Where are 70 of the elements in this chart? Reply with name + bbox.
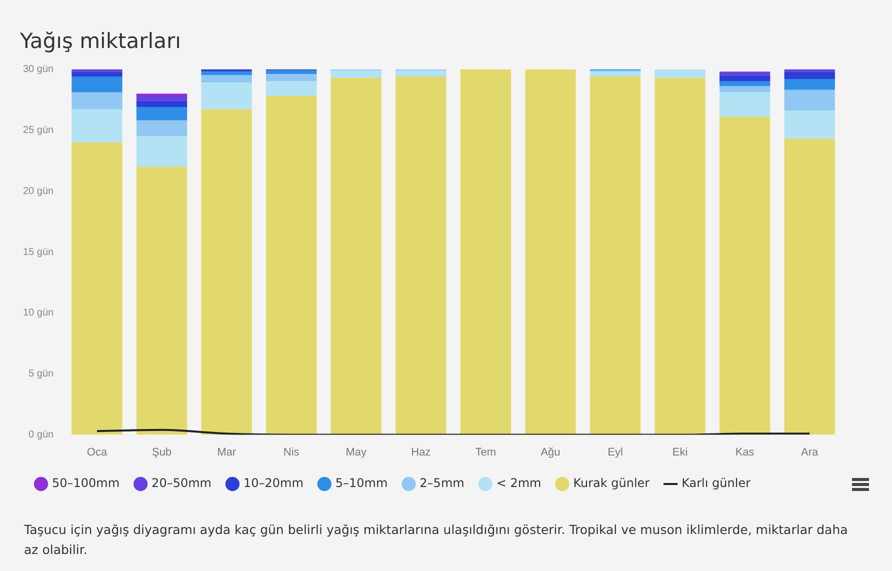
y-tick-label: 25 gün: [22, 124, 54, 136]
bar: [784, 90, 835, 111]
bar: [72, 109, 122, 142]
bar: [719, 86, 770, 92]
bar: [266, 70, 317, 74]
legend-label: 50–100mm: [52, 476, 120, 490]
bar: [266, 74, 317, 82]
bar: [719, 75, 770, 82]
bar: [396, 70, 446, 77]
y-tick-label: 30 gün: [22, 64, 54, 75]
bar: [72, 92, 122, 110]
bar: [654, 78, 706, 435]
bar: [719, 92, 770, 117]
legend-label: Kurak günler: [573, 476, 650, 490]
bar: [136, 94, 188, 96]
bar: [72, 142, 122, 435]
legend-label: < 2mm: [496, 476, 542, 490]
x-tick-label: Ağu: [540, 446, 560, 458]
chart-title: Yağış miktarları: [19, 29, 181, 54]
bar: [719, 72, 770, 76]
bar: [719, 81, 770, 86]
x-tick-label: Nis: [283, 446, 300, 458]
x-tick-label: Mar: [217, 446, 236, 458]
bar: [590, 76, 641, 435]
x-tick-label: Kas: [735, 446, 755, 458]
legend-label: 5–10mm: [335, 476, 388, 490]
y-tick-label: 0 gün: [28, 430, 54, 441]
x-tick-label: Ara: [801, 446, 820, 458]
y-tick-label: 5 gün: [28, 368, 54, 380]
y-tick-label: 10 gün: [22, 308, 54, 319]
x-tick-label: Eyl: [608, 446, 623, 458]
bar: [784, 78, 835, 90]
bar: [330, 70, 382, 78]
bar: [719, 116, 770, 435]
x-tick-label: Eki: [672, 446, 688, 458]
legend-label: 20–50mm: [152, 476, 212, 490]
bar: [460, 69, 512, 435]
bar: [72, 72, 122, 77]
bar: [784, 110, 835, 139]
bar: [136, 100, 188, 107]
bar: [201, 109, 252, 435]
bar: [136, 166, 188, 435]
bar: [784, 138, 835, 435]
bar: [266, 96, 317, 435]
bar: [396, 76, 446, 435]
bar: [136, 96, 188, 101]
x-tick-label: Haz: [411, 446, 431, 458]
legend-label: 10–20mm: [243, 476, 304, 490]
legend-label: Karlı günler: [682, 476, 751, 490]
bar: [784, 72, 835, 79]
bar: [590, 72, 641, 77]
bar: [525, 69, 576, 435]
x-tick-label: May: [346, 446, 368, 458]
x-tick-label: Tem: [475, 446, 496, 458]
bar: [136, 120, 188, 136]
bar: [266, 81, 317, 96]
x-tick-label: Oca: [86, 446, 108, 458]
x-tick-label: Şub: [152, 446, 172, 458]
bar: [72, 76, 122, 92]
bar: [654, 69, 706, 78]
bar: [330, 78, 382, 435]
y-tick-label: 15 gün: [22, 246, 54, 258]
bar: [201, 75, 252, 83]
bar: [136, 106, 188, 120]
bar: [136, 136, 188, 167]
legend-label: 2–5mm: [420, 476, 464, 490]
bar: [201, 82, 252, 110]
text: Taşucu için yağış diyagramı ayda kaç gün belirli yağış miktarlarına ulaşıldığını gösterir. Tropikal ve muson iklimlerde, miktarlar daha az olabilir.: [24, 521, 849, 559]
y-tick-label: 20 gün: [22, 186, 54, 197]
bar: [201, 72, 252, 76]
